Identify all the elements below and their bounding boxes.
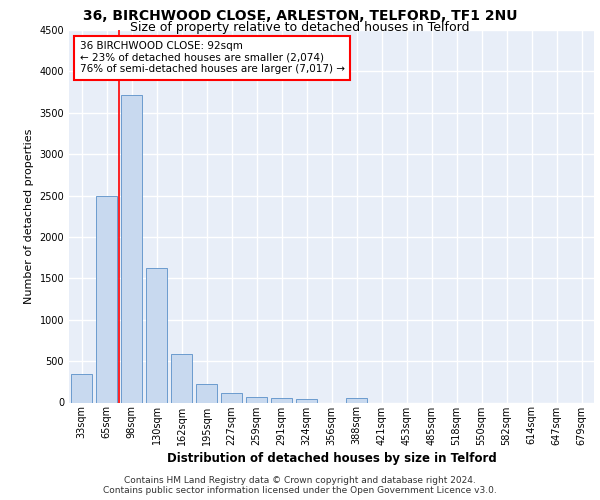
Bar xyxy=(96,196,117,402)
Bar xyxy=(171,354,192,403)
X-axis label: Distribution of detached houses by size in Telford: Distribution of detached houses by size … xyxy=(167,452,496,464)
Bar xyxy=(296,399,317,402)
Bar xyxy=(196,384,217,402)
Bar xyxy=(246,396,267,402)
Bar xyxy=(71,374,92,402)
Text: Size of property relative to detached houses in Telford: Size of property relative to detached ho… xyxy=(130,21,470,34)
Bar xyxy=(121,94,142,403)
Text: Contains HM Land Registry data © Crown copyright and database right 2024.
Contai: Contains HM Land Registry data © Crown c… xyxy=(103,476,497,495)
Bar xyxy=(221,394,242,402)
Bar xyxy=(346,398,367,402)
Bar xyxy=(146,268,167,402)
Bar xyxy=(271,398,292,402)
Y-axis label: Number of detached properties: Number of detached properties xyxy=(24,128,34,304)
Text: 36 BIRCHWOOD CLOSE: 92sqm
← 23% of detached houses are smaller (2,074)
76% of se: 36 BIRCHWOOD CLOSE: 92sqm ← 23% of detac… xyxy=(79,41,344,74)
Text: 36, BIRCHWOOD CLOSE, ARLESTON, TELFORD, TF1 2NU: 36, BIRCHWOOD CLOSE, ARLESTON, TELFORD, … xyxy=(83,9,517,23)
